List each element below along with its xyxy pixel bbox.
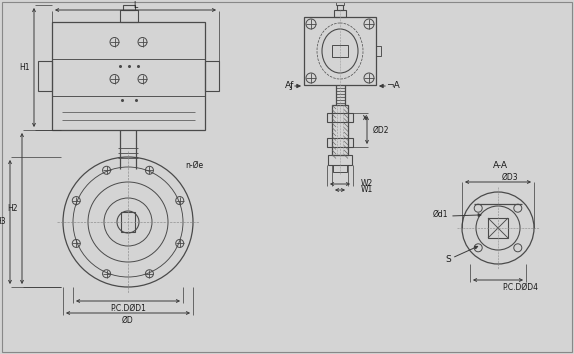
Bar bbox=[122, 5, 134, 10]
Text: W2: W2 bbox=[361, 179, 373, 188]
Text: P.C.DØD4: P.C.DØD4 bbox=[502, 282, 538, 291]
Bar bbox=[328, 155, 352, 165]
Bar bbox=[337, 5, 343, 10]
Bar bbox=[488, 218, 508, 238]
Bar bbox=[38, 61, 52, 91]
Text: W1: W1 bbox=[361, 185, 373, 194]
Text: Ød1: Ød1 bbox=[432, 210, 448, 218]
Text: P.C.DØD1: P.C.DØD1 bbox=[110, 303, 146, 313]
Text: Aƒ: Aƒ bbox=[285, 81, 294, 91]
Bar bbox=[376, 46, 381, 56]
Bar bbox=[332, 45, 348, 57]
Text: S: S bbox=[445, 256, 451, 264]
Text: H2: H2 bbox=[8, 204, 18, 213]
Bar bbox=[205, 61, 219, 91]
Text: ØD: ØD bbox=[122, 315, 134, 325]
Bar bbox=[119, 10, 138, 22]
Bar bbox=[121, 212, 135, 232]
Bar bbox=[334, 10, 346, 17]
Bar bbox=[52, 22, 205, 130]
Text: L: L bbox=[133, 0, 138, 10]
Bar bbox=[336, 2, 344, 5]
Bar bbox=[327, 113, 353, 122]
Text: A-A: A-A bbox=[492, 161, 507, 171]
Bar bbox=[327, 138, 353, 147]
Bar bbox=[304, 17, 376, 85]
Text: H3: H3 bbox=[0, 217, 6, 227]
Bar bbox=[333, 165, 347, 172]
Text: ¬A: ¬A bbox=[386, 81, 400, 91]
Bar bbox=[332, 105, 348, 155]
Text: ØD3: ØD3 bbox=[502, 172, 518, 182]
Text: ØD2: ØD2 bbox=[373, 126, 389, 135]
Text: n-Øe: n-Øe bbox=[185, 160, 203, 170]
Text: H1: H1 bbox=[20, 63, 30, 72]
